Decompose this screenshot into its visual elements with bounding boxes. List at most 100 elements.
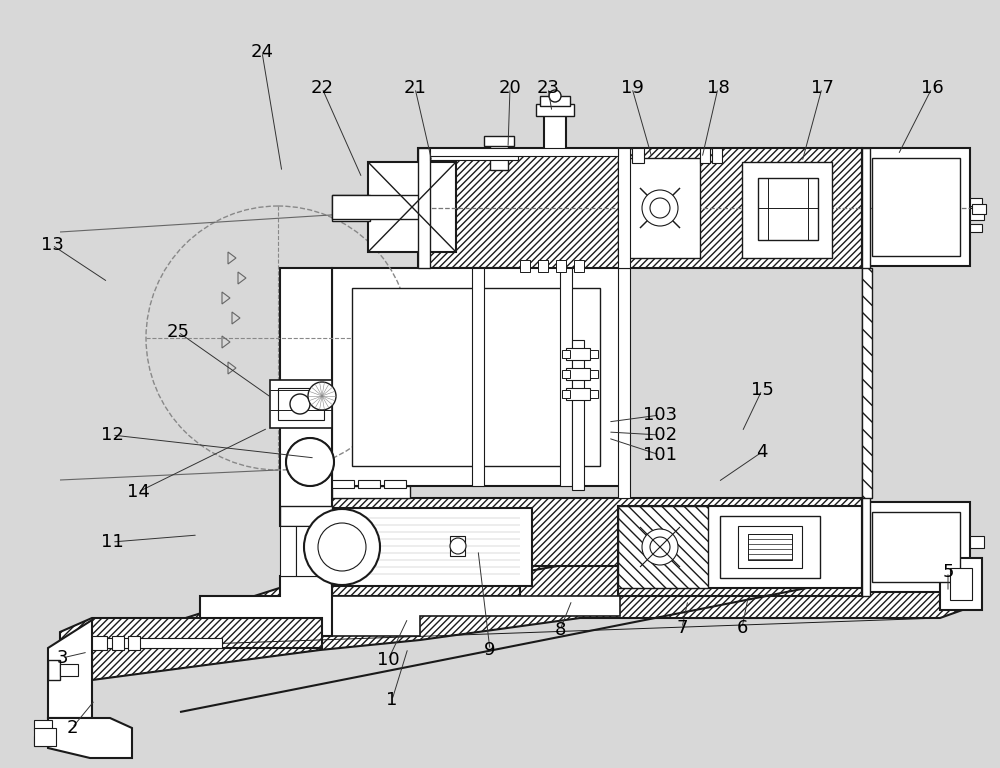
Bar: [48, 660, 60, 680]
Bar: [972, 204, 986, 214]
Bar: [590, 350, 598, 358]
Bar: [332, 508, 532, 586]
Bar: [332, 268, 620, 486]
Text: 25: 25: [166, 323, 190, 341]
Bar: [748, 534, 792, 560]
Text: 21: 21: [404, 79, 426, 97]
Bar: [712, 148, 722, 163]
Bar: [566, 388, 590, 400]
Bar: [112, 636, 124, 650]
Bar: [862, 148, 970, 266]
Bar: [872, 158, 960, 256]
Bar: [384, 480, 406, 488]
Polygon shape: [332, 596, 620, 636]
Bar: [970, 198, 982, 206]
Bar: [430, 148, 618, 156]
Polygon shape: [418, 148, 862, 298]
Bar: [618, 148, 630, 163]
Bar: [562, 350, 570, 358]
Text: 18: 18: [707, 79, 729, 97]
Polygon shape: [60, 618, 322, 662]
Text: 23: 23: [536, 79, 560, 97]
Text: 2: 2: [66, 719, 78, 737]
Bar: [590, 390, 598, 398]
Text: 102: 102: [643, 426, 677, 444]
Text: 19: 19: [621, 79, 643, 97]
Text: 3: 3: [56, 649, 68, 667]
Bar: [970, 208, 984, 220]
Bar: [738, 526, 802, 568]
Bar: [862, 502, 970, 592]
Text: 101: 101: [643, 446, 677, 464]
Bar: [700, 148, 710, 163]
Bar: [358, 480, 380, 488]
Text: 1: 1: [386, 691, 398, 709]
Bar: [332, 486, 410, 498]
Circle shape: [290, 394, 310, 414]
Text: 15: 15: [751, 381, 773, 399]
Bar: [970, 536, 984, 548]
Text: 22: 22: [310, 79, 334, 97]
Text: 10: 10: [377, 651, 399, 669]
Bar: [632, 148, 644, 163]
Text: 17: 17: [811, 79, 833, 97]
Text: 11: 11: [101, 533, 123, 551]
Bar: [556, 260, 566, 272]
Text: 6: 6: [736, 619, 748, 637]
Bar: [520, 260, 530, 272]
Circle shape: [450, 538, 466, 554]
Bar: [566, 368, 590, 380]
Circle shape: [304, 509, 380, 585]
Circle shape: [650, 198, 670, 218]
Bar: [332, 195, 370, 221]
Bar: [92, 636, 107, 650]
Bar: [280, 526, 296, 576]
Bar: [970, 224, 982, 232]
Polygon shape: [200, 268, 332, 636]
Bar: [618, 148, 630, 268]
Bar: [280, 506, 332, 526]
Text: 7: 7: [676, 619, 688, 637]
Bar: [296, 526, 332, 576]
Bar: [270, 380, 332, 428]
Bar: [538, 260, 548, 272]
Bar: [332, 195, 420, 219]
Bar: [720, 516, 820, 578]
Bar: [540, 96, 570, 106]
Text: 24: 24: [250, 43, 274, 61]
Circle shape: [642, 529, 678, 565]
Bar: [862, 268, 872, 498]
Text: 14: 14: [127, 483, 149, 501]
Text: 103: 103: [643, 406, 677, 424]
Bar: [560, 268, 572, 486]
Text: 9: 9: [484, 641, 496, 659]
Text: 16: 16: [921, 79, 943, 97]
Bar: [758, 178, 818, 240]
Circle shape: [286, 438, 334, 486]
Bar: [572, 340, 584, 490]
Bar: [940, 558, 982, 610]
Bar: [742, 162, 832, 258]
Bar: [490, 142, 508, 170]
Polygon shape: [48, 620, 92, 718]
Bar: [34, 720, 52, 730]
Bar: [472, 268, 484, 486]
Bar: [618, 506, 708, 588]
Bar: [34, 728, 56, 746]
Text: 5: 5: [942, 563, 954, 581]
Bar: [34, 736, 52, 746]
Bar: [418, 148, 430, 268]
Circle shape: [642, 190, 678, 226]
Bar: [872, 512, 960, 582]
Polygon shape: [332, 498, 862, 596]
Bar: [278, 388, 324, 420]
Bar: [562, 390, 570, 398]
Bar: [566, 348, 590, 360]
Bar: [618, 506, 862, 588]
Bar: [60, 664, 78, 676]
Text: 20: 20: [499, 79, 521, 97]
Circle shape: [286, 438, 334, 486]
Bar: [484, 136, 514, 146]
Circle shape: [308, 382, 336, 410]
Bar: [590, 370, 598, 378]
